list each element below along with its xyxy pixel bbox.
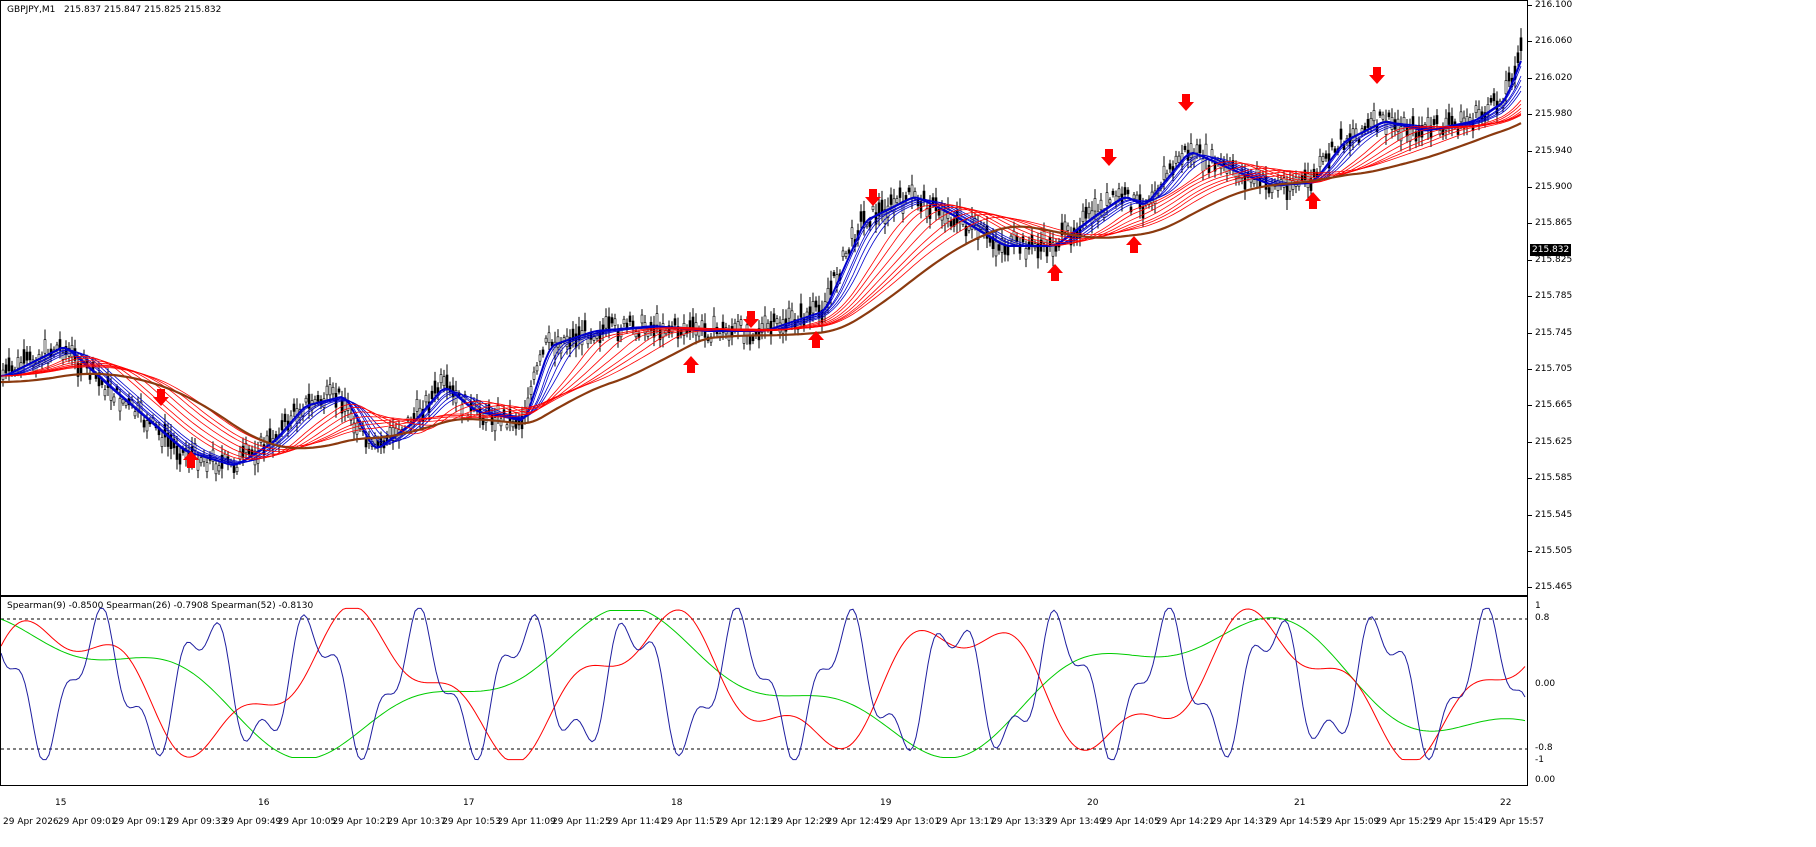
spearman-tick-label: -1 bbox=[1535, 755, 1544, 765]
time-label: 29 Apr 10:37 bbox=[387, 817, 446, 827]
time-label: 29 Apr 14:37 bbox=[1210, 817, 1270, 827]
buy-arrow-icon bbox=[683, 356, 699, 373]
buy-arrow-icon bbox=[1126, 236, 1142, 253]
time-label: 29 Apr 15:25 bbox=[1375, 817, 1435, 827]
time-label: 29 Apr 12:13 bbox=[716, 817, 776, 827]
day-label: 16 bbox=[258, 798, 270, 808]
price-tick-label: 216.060 bbox=[1535, 36, 1573, 47]
chart-symbol-legend: GBPJPY,M1 215.837 215.847 215.825 215.83… bbox=[7, 5, 221, 15]
sell-arrow-icon bbox=[743, 311, 759, 328]
time-axis[interactable]: 15 16 17 18 19 20 21 22 29 Apr 2026 29 Apr 09:01 2… bbox=[0, 786, 1816, 847]
sell-arrow-icon bbox=[865, 189, 881, 206]
spearman-tick-label: 0.00 bbox=[1535, 679, 1556, 689]
time-label: 29 Apr 12:45 bbox=[826, 817, 886, 827]
day-label: 19 bbox=[880, 798, 892, 808]
price-tick-label: 215.745 bbox=[1535, 327, 1573, 338]
buy-arrow-icon bbox=[1305, 192, 1321, 209]
time-label: 29 Apr 11:57 bbox=[661, 817, 721, 827]
day-label: 20 bbox=[1087, 798, 1099, 808]
price-tick-label: 215.625 bbox=[1535, 436, 1573, 447]
main-chart-panel[interactable]: GBPJPY,M1 215.837 215.847 215.825 215.83… bbox=[0, 0, 1528, 596]
time-label: 29 Apr 12:29 bbox=[771, 817, 831, 827]
time-label: 29 Apr 14:53 bbox=[1265, 817, 1325, 827]
time-label: 29 Apr 14:05 bbox=[1101, 817, 1160, 827]
time-label: 29 Apr 11:41 bbox=[606, 817, 666, 827]
time-label: 29 Apr 13:17 bbox=[936, 817, 995, 827]
time-label: 29 Apr 09:33 bbox=[167, 817, 227, 827]
time-label: 29 Apr 10:21 bbox=[332, 817, 392, 827]
time-label: 29 Apr 14:21 bbox=[1155, 817, 1215, 827]
buy-arrow-icon bbox=[808, 331, 824, 348]
price-tick-label: 216.100 bbox=[1535, 0, 1573, 10]
time-label: 29 Apr 10:53 bbox=[442, 817, 501, 827]
spearman-axis[interactable]: 1 0.8 0.00 -0.8 -1 0.00 bbox=[1528, 596, 1816, 786]
symbol-title: GBPJPY,M1 bbox=[7, 5, 56, 15]
price-tick-label: 215.545 bbox=[1535, 509, 1573, 520]
sell-arrow-icon bbox=[1369, 67, 1385, 84]
day-label: 17 bbox=[463, 798, 475, 808]
time-label: 29 Apr 15:09 bbox=[1320, 817, 1380, 827]
price-chart-canvas bbox=[1, 28, 1523, 482]
spearman-canvas bbox=[1, 607, 1527, 761]
time-label: 29 Apr 11:25 bbox=[552, 817, 611, 827]
price-tick-label: 215.505 bbox=[1535, 546, 1573, 556]
spearman-tick-label: 0.8 bbox=[1535, 613, 1550, 623]
day-label: 22 bbox=[1500, 798, 1512, 808]
day-label: 21 bbox=[1294, 798, 1306, 808]
sell-arrow-icon bbox=[1178, 94, 1194, 111]
price-tick-label: 216.020 bbox=[1535, 72, 1573, 83]
buy-arrow-icon bbox=[1047, 264, 1063, 281]
day-label: 18 bbox=[671, 798, 683, 808]
time-label: 29 Apr 13:33 bbox=[991, 817, 1050, 827]
time-label: 29 Apr 10:05 bbox=[277, 817, 337, 827]
price-tick-label: 215.705 bbox=[1535, 364, 1573, 374]
time-label: 29 Apr 11:09 bbox=[497, 817, 556, 827]
price-tick-label: 215.900 bbox=[1535, 182, 1573, 192]
buy-arrow-icon bbox=[183, 451, 199, 468]
spearman-tick-label: 0.00 bbox=[1535, 775, 1556, 785]
sell-arrow-icon bbox=[153, 389, 169, 406]
price-tick-label: 215.585 bbox=[1535, 473, 1573, 484]
price-tick-label: 215.980 bbox=[1535, 109, 1573, 120]
price-tick-label: 215.940 bbox=[1535, 145, 1573, 156]
time-label: 29 Apr 09:49 bbox=[222, 817, 282, 827]
price-tick-label: 215.465 bbox=[1535, 582, 1573, 593]
price-tick-label: 215.785 bbox=[1535, 291, 1573, 302]
time-label: 29 Apr 15:41 bbox=[1430, 817, 1490, 827]
day-label: 15 bbox=[55, 798, 67, 808]
time-label: 29 Apr 2026 bbox=[3, 817, 59, 827]
sell-arrow-icon bbox=[1101, 149, 1117, 166]
candles bbox=[1, 28, 1523, 482]
time-label: 29 Apr 13:01 bbox=[881, 817, 941, 827]
ohlc-values: 215.837 215.847 215.825 215.832 bbox=[63, 5, 222, 15]
spearman-legend: Spearman(9) -0.8500 Spearman(26) -0.7908… bbox=[7, 601, 314, 611]
time-label: 29 Apr 09:01 bbox=[57, 817, 117, 827]
price-axis[interactable]: 216.100 216.060 216.020 215.980 215.940 215.9… bbox=[1528, 0, 1816, 596]
price-tick-label: 215.865 bbox=[1535, 218, 1573, 229]
time-label: 29 Apr 15:57 bbox=[1485, 817, 1544, 827]
spearman-panel[interactable]: Spearman(9) -0.8500 Spearman(26) -0.7908… bbox=[0, 596, 1528, 786]
price-tick-label: 215.665 bbox=[1535, 400, 1573, 411]
time-label: 29 Apr 13:49 bbox=[1046, 817, 1105, 827]
spearman-tick-label: 1 bbox=[1535, 601, 1541, 611]
price-tick-label: 215.825 bbox=[1535, 254, 1573, 265]
time-label: 29 Apr 09:17 bbox=[112, 817, 172, 827]
spearman-tick-label: -0.8 bbox=[1535, 743, 1553, 753]
current-price-badge: 215.832 bbox=[1530, 244, 1572, 256]
